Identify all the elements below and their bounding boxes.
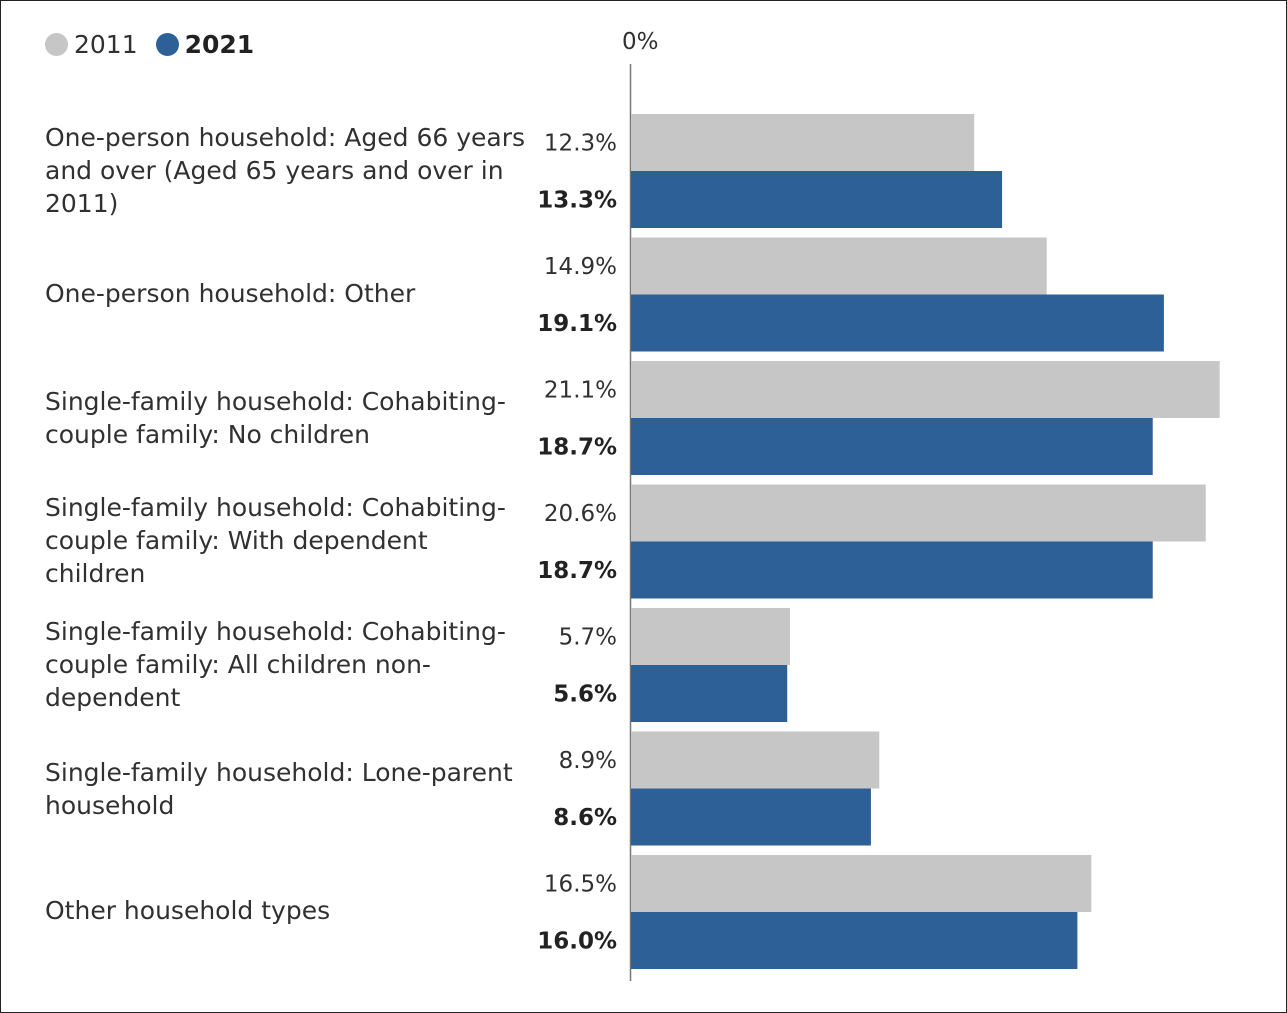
bar-2011-3 (631, 361, 1220, 418)
category-label: One-person household: Aged 66 years and … (45, 123, 526, 218)
value-label-2011-3: 21.1% (544, 378, 617, 404)
legend: 2011 2021 (45, 28, 254, 60)
value-label-2021-1: 13.3% (537, 188, 617, 214)
bar-2021-3 (631, 418, 1153, 475)
bar-2021-7 (631, 912, 1078, 969)
bar-2011-4 (631, 484, 1206, 542)
value-label-2011-1: 12.3% (544, 131, 617, 157)
value-label-2011-4: 20.6% (544, 501, 617, 527)
legend-label-2011: 2011 (74, 29, 138, 59)
value-label-2021-5: 5.6% (553, 682, 617, 708)
category-label: Other household types (45, 896, 331, 925)
value-label-2021-6: 8.6% (553, 805, 617, 831)
bar-2021-5 (631, 665, 788, 722)
bar-2011-7 (631, 855, 1092, 912)
category-label: Single-family household: Cohabiting-coup… (45, 387, 506, 449)
value-label-2011-6: 8.9% (559, 748, 617, 774)
value-label-2021-2: 19.1% (537, 311, 617, 337)
value-label-2021-4: 18.7% (537, 558, 617, 584)
bar-2011-5 (631, 608, 791, 665)
value-label-2011-7: 16.5% (544, 872, 617, 898)
bar-2011-6 (631, 731, 880, 789)
category-label: Single-family household: Cohabiting-coup… (45, 493, 506, 588)
value-label-2021-3: 18.7% (537, 435, 617, 461)
axis-tick-label-zero: 0% (622, 29, 659, 55)
category-label: Single-family household: Cohabiting-coup… (45, 617, 506, 712)
value-labels-group: 12.3% 13.3% 14.9% 19.1% 21.1% 18.7% 20.6% 18.7%… (537, 131, 617, 955)
category-label: Single-family household: Lone-parent hou… (45, 758, 513, 820)
legend-swatch-2021 (155, 32, 179, 56)
bar-2011-2 (631, 237, 1047, 295)
bar-2021-2 (631, 294, 1164, 352)
bar-2011-1 (631, 114, 975, 171)
bar-2021-4 (631, 541, 1153, 599)
legend-swatch-2011 (45, 32, 68, 56)
value-label-2011-5: 5.7% (559, 625, 617, 651)
value-label-2011-2: 14.9% (544, 254, 617, 280)
bar-2021-6 (631, 788, 871, 846)
bars-group (631, 114, 1220, 969)
legend-item-2021: 2021 (155, 29, 255, 59)
legend-label-2021: 2021 (184, 29, 255, 59)
legend-item-2011: 2011 (45, 30, 138, 59)
category-label: One-person household: Other (45, 279, 416, 308)
bar-2021-1 (631, 171, 1003, 228)
value-label-2021-7: 16.0% (537, 929, 617, 955)
